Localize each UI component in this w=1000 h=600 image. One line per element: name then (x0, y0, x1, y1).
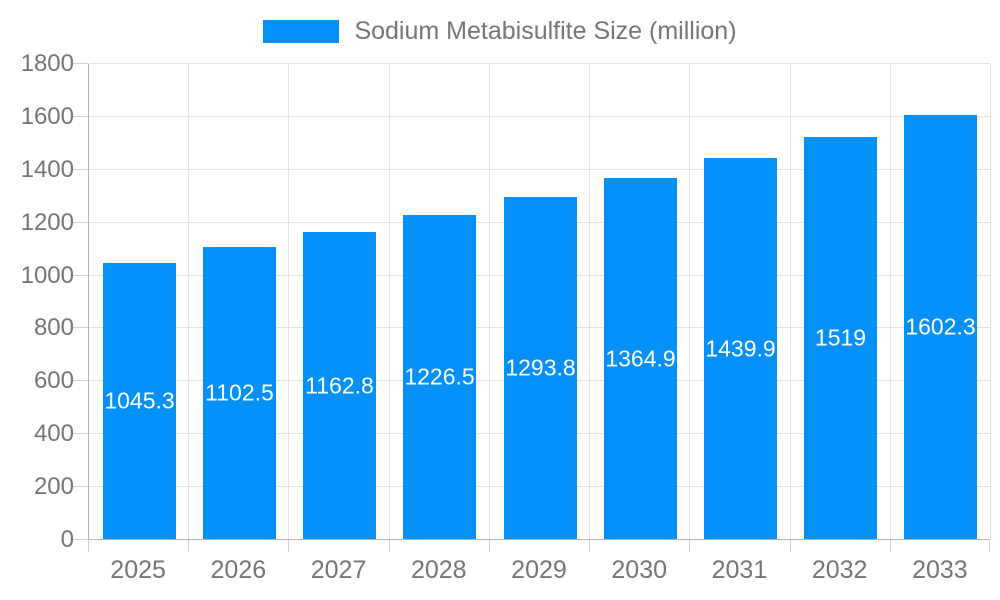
x-axis-tick-label: 2029 (511, 556, 567, 584)
x-axis-tick-label: 2032 (811, 556, 868, 584)
x-axis-tick (989, 540, 990, 552)
x-axis-tick (589, 540, 590, 552)
bar[interactable]: 1045.3 (103, 263, 176, 539)
x-axis-tick-label: 2030 (611, 556, 668, 584)
y-axis-tick (72, 274, 88, 276)
bar-value-label: 1364.9 (605, 345, 676, 371)
y-gridline (89, 168, 990, 170)
y-axis-tick (72, 539, 88, 540)
y-axis-tick-label: 400 (33, 420, 74, 448)
x-axis-tick-label: 2028 (410, 556, 467, 584)
y-gridline (89, 115, 990, 117)
y-axis-tick-label: 1400 (20, 155, 74, 183)
y-axis-tick (72, 486, 88, 488)
legend-item[interactable]: Sodium Metabisulfite Size (million) (0, 16, 1000, 46)
bar[interactable]: 1293.8 (504, 197, 577, 539)
y-axis-tick (72, 327, 88, 329)
x-gridline (589, 64, 590, 539)
x-axis-tick-label: 2025 (110, 556, 166, 584)
y-axis-tick-label: 1600 (20, 102, 74, 130)
bar-value-label: 1226.5 (404, 363, 475, 390)
bar-value-label: 1102.5 (205, 379, 274, 406)
bar-value-label: 1439.9 (705, 335, 776, 361)
x-gridline (890, 64, 891, 539)
y-axis-tick (72, 115, 88, 117)
y-axis-tick-label: 0 (60, 526, 74, 553)
x-axis-tick-label: 2033 (912, 556, 968, 584)
x-axis-tick-label: 2026 (210, 556, 267, 584)
bar[interactable]: 1162.8 (303, 232, 376, 539)
bar[interactable]: 1602.3 (904, 115, 977, 539)
legend-label: Sodium Metabisulfite Size (million) (354, 16, 737, 45)
bar[interactable]: 1519 (804, 137, 877, 539)
x-axis-tick-label: 2027 (310, 556, 367, 584)
y-axis-tick-label: 1200 (20, 208, 74, 236)
x-gridline (990, 64, 991, 539)
bar[interactable]: 1364.9 (604, 178, 677, 539)
x-gridline (389, 64, 390, 539)
y-axis-tick (72, 168, 88, 170)
bar[interactable]: 1226.5 (403, 215, 476, 539)
x-axis-tick (489, 540, 490, 552)
y-axis-tick (72, 380, 88, 382)
bar[interactable]: 1439.9 (704, 158, 777, 539)
x-axis-tick (88, 540, 89, 552)
y-axis-tick (72, 63, 88, 64)
y-axis-tick-label: 800 (33, 314, 74, 342)
x-axis-tick-label: 2031 (711, 556, 768, 584)
bar-value-label: 1293.8 (505, 354, 576, 381)
y-axis-tick (72, 433, 88, 435)
y-gridline (89, 63, 990, 65)
y-axis-tick-label: 600 (33, 367, 74, 395)
x-gridline (489, 64, 490, 539)
x-axis-tick (389, 540, 390, 552)
x-axis-tick (790, 540, 791, 552)
plot-area: 1045.3 1102.5 1162.8 1226.5 1293.8 1364.9 1439… (88, 63, 991, 540)
y-axis-tick-label: 200 (33, 473, 74, 501)
bar-value-label: 1045.3 (104, 387, 175, 414)
x-gridline (288, 64, 289, 539)
x-axis-tick (188, 540, 189, 552)
x-gridline (188, 64, 189, 539)
x-axis-tick (288, 540, 289, 552)
x-gridline (790, 64, 791, 539)
x-axis-tick (689, 540, 690, 552)
bar-value-label: 1162.8 (305, 372, 374, 398)
bar-value-label: 1602.3 (905, 313, 976, 340)
legend-swatch (263, 19, 340, 43)
bar-value-label: 1519 (814, 324, 867, 351)
y-axis-tick-label: 1000 (20, 261, 74, 289)
y-axis-tick (72, 221, 88, 223)
x-gridline (689, 64, 690, 539)
y-axis-tick-label: 1800 (20, 50, 74, 77)
x-axis-tick (890, 540, 891, 552)
bar[interactable]: 1102.5 (203, 247, 276, 539)
